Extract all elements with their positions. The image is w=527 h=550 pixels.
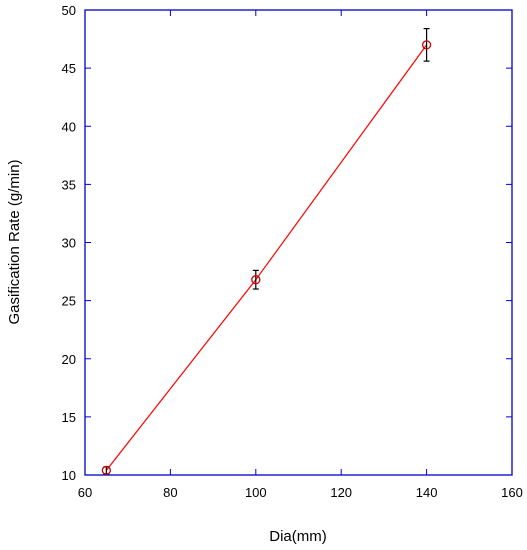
y-tick-label: 40 <box>62 119 76 134</box>
data-point <box>421 40 432 50</box>
plot-area-frame <box>84 9 513 476</box>
y-tick-label: 30 <box>62 236 76 251</box>
y-tick-label: 15 <box>62 410 76 425</box>
series-layer <box>101 28 432 476</box>
x-axis-title: Dia(mm) <box>269 528 327 545</box>
x-tick-label: 60 <box>78 485 92 500</box>
x-tick-label: 140 <box>416 485 438 500</box>
y-tick-label: 10 <box>62 468 76 483</box>
y-tick-label: 35 <box>62 177 76 192</box>
x-axis: 60 80 100 120 140 160 <box>78 10 523 500</box>
data-point <box>101 465 111 476</box>
x-tick-label: 160 <box>501 485 523 500</box>
data-point <box>251 275 261 285</box>
y-tick-label: 20 <box>62 352 76 367</box>
x-tick-label: 120 <box>330 485 352 500</box>
y-tick-label: 45 <box>62 61 76 76</box>
x-tick-label: 100 <box>245 485 267 500</box>
y-axis: 10 15 20 25 30 35 40 45 50 <box>62 3 512 483</box>
y-axis-title: Gasification Rate (g/min) <box>6 159 23 324</box>
y-tick-label: 50 <box>62 3 76 18</box>
series-line <box>105 44 428 471</box>
y-tick-label: 25 <box>62 294 76 309</box>
x-tick-label: 80 <box>163 485 177 500</box>
